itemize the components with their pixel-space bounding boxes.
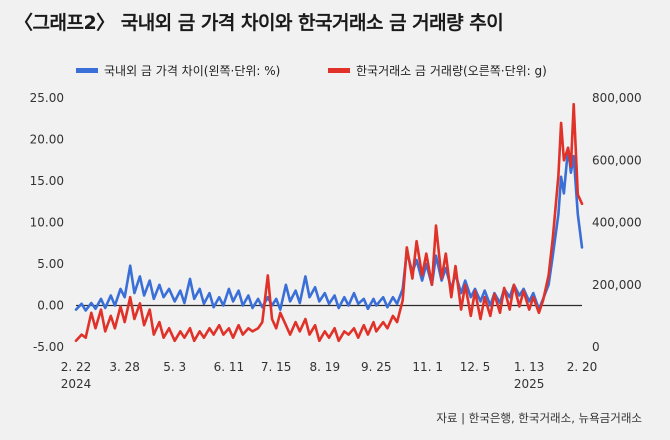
plot-area — [74, 102, 584, 343]
x-axis-tick-label: 8. 19 — [310, 360, 341, 374]
x-axis-tick-label: 7. 15 — [261, 360, 292, 374]
x-axis-tick-label: 5. 3 — [163, 360, 186, 374]
trading-volume-series-line — [74, 102, 584, 343]
left-axis-tick-label: 0.00 — [37, 299, 64, 313]
left-axis-tick-label: -5.00 — [33, 340, 64, 354]
x-axis-tick-label: 12. 5 — [460, 360, 491, 374]
left-axis-tick-label: 5.00 — [37, 257, 64, 271]
x-axis-year-label: 2025 — [514, 377, 545, 391]
chart-title: 〈그래프2〉 국내외 금 가격 차이와 한국거래소 금 거래량 추이 — [14, 12, 504, 34]
legend-swatch — [328, 68, 350, 73]
legend-label: 국내외 금 가격 차이(왼쪽·단위: %) — [104, 64, 280, 78]
legend-swatch — [76, 68, 98, 73]
x-axis-tick-label: 11. 1 — [412, 360, 443, 374]
left-axis-tick-label: 20.00 — [30, 133, 64, 147]
right-axis: 800,000 600,000 400,000 200,000 0 — [592, 91, 642, 354]
legend: 국내외 금 가격 차이(왼쪽·단위: %) 한국거래소 금 거래량(오른쪽·단위:… — [76, 64, 547, 78]
x-axis-tick-label: 6. 11 — [214, 360, 245, 374]
x-axis-tick-label: 2. 22 — [61, 360, 92, 374]
x-axis-tick-label: 1. 13 — [514, 360, 545, 374]
legend-label: 한국거래소 금 거래량(오른쪽·단위: g) — [356, 64, 547, 78]
x-axis: 2. 22 3. 28 5. 3 6. 11 7. 15 8. 19 9. 25 11. 1 1… — [61, 360, 598, 391]
price-gap-series-line — [74, 146, 584, 312]
x-axis-tick-label: 9. 25 — [361, 360, 392, 374]
left-axis-tick-label: 10.00 — [30, 216, 64, 230]
right-axis-tick-label: 400,000 — [592, 216, 642, 230]
x-axis-tick-label: 2. 20 — [567, 360, 598, 374]
right-axis-tick-label: 600,000 — [592, 153, 642, 167]
source-note: 자료 | 한국은행, 한국거래소, 뉴욕금거래소 — [436, 411, 642, 425]
left-axis-tick-label: 15.00 — [30, 174, 64, 188]
right-axis-tick-label: 800,000 — [592, 91, 642, 105]
x-axis-year-label: 2024 — [61, 377, 92, 391]
x-axis-tick-label: 3. 28 — [109, 360, 140, 374]
right-axis-tick-label: 200,000 — [592, 278, 642, 292]
left-axis-tick-label: 25.00 — [30, 91, 64, 105]
left-axis: 25.00 20.00 15.00 10.00 5.00 0.00 -5.00 — [30, 91, 64, 354]
right-axis-tick-label: 0 — [592, 340, 600, 354]
